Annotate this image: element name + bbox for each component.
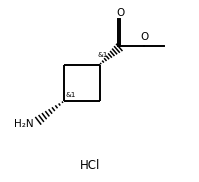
Text: H₂N: H₂N — [14, 119, 34, 129]
Text: &1: &1 — [98, 52, 108, 58]
Text: HCl: HCl — [80, 159, 100, 172]
Text: O: O — [117, 8, 125, 18]
Text: O: O — [140, 32, 148, 42]
Text: &1: &1 — [66, 92, 76, 98]
